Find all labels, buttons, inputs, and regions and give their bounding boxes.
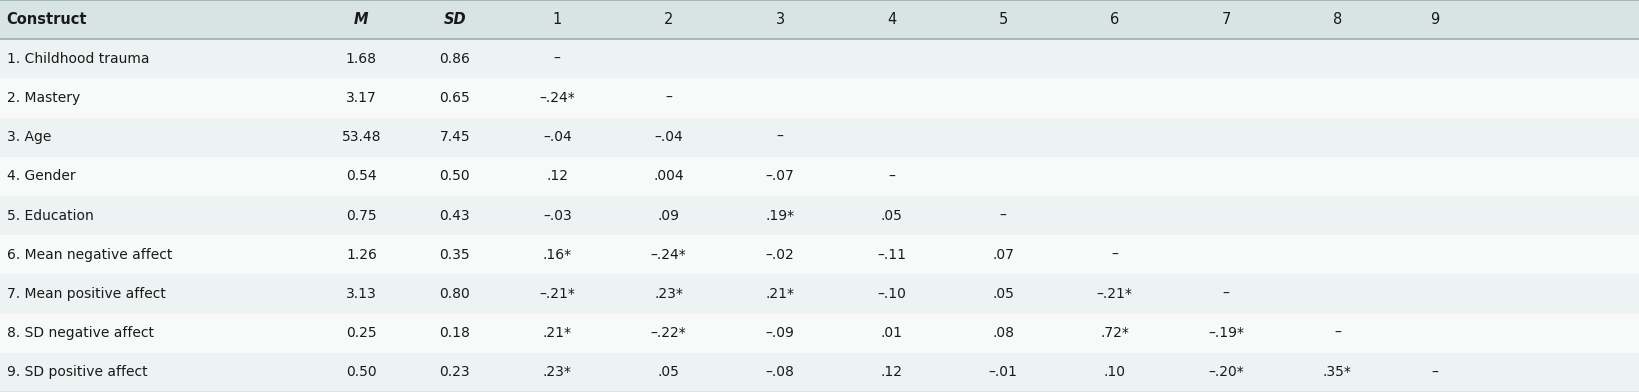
- Text: .05: .05: [657, 365, 680, 379]
- Text: 8: 8: [1333, 12, 1342, 27]
- Text: .08: .08: [992, 326, 1015, 340]
- Text: .004: .004: [654, 169, 683, 183]
- Text: 0.43: 0.43: [439, 209, 470, 223]
- Text: –: –: [1000, 209, 1006, 223]
- Text: 7. Mean positive affect: 7. Mean positive affect: [7, 287, 166, 301]
- Text: –.24*: –.24*: [651, 248, 687, 262]
- Bar: [0, 118, 1639, 157]
- Bar: [0, 196, 1639, 235]
- Text: –: –: [1111, 248, 1118, 262]
- Text: –.22*: –.22*: [651, 326, 687, 340]
- Text: –.03: –.03: [543, 209, 572, 223]
- Text: .05: .05: [992, 287, 1015, 301]
- Text: –.07: –.07: [765, 169, 795, 183]
- Text: .19*: .19*: [765, 209, 795, 223]
- Text: 0.65: 0.65: [439, 91, 470, 105]
- Text: Construct: Construct: [7, 12, 87, 27]
- Text: 9. SD positive affect: 9. SD positive affect: [7, 365, 148, 379]
- Bar: [0, 353, 1639, 392]
- Text: –.04: –.04: [543, 130, 572, 144]
- Text: 1: 1: [552, 12, 562, 27]
- Text: .05: .05: [880, 209, 903, 223]
- Text: .12: .12: [880, 365, 903, 379]
- Text: 3. Age: 3. Age: [7, 130, 51, 144]
- Text: –.21*: –.21*: [539, 287, 575, 301]
- Text: 2. Mastery: 2. Mastery: [7, 91, 80, 105]
- Text: SD: SD: [444, 12, 465, 27]
- Text: 0.50: 0.50: [346, 365, 377, 379]
- Bar: [0, 235, 1639, 274]
- Bar: [0, 274, 1639, 314]
- Text: 0.54: 0.54: [346, 169, 377, 183]
- Text: .10: .10: [1103, 365, 1126, 379]
- Text: 1. Childhood trauma: 1. Childhood trauma: [7, 52, 149, 66]
- Text: .23*: .23*: [654, 287, 683, 301]
- Text: –.01: –.01: [988, 365, 1018, 379]
- Text: –.20*: –.20*: [1208, 365, 1244, 379]
- Text: 4: 4: [887, 12, 897, 27]
- Text: 3.13: 3.13: [346, 287, 377, 301]
- Text: 3.17: 3.17: [346, 91, 377, 105]
- Text: 1.68: 1.68: [346, 52, 377, 66]
- Text: M: M: [354, 12, 369, 27]
- Text: 53.48: 53.48: [341, 130, 382, 144]
- Bar: [0, 39, 1639, 78]
- Text: 0.80: 0.80: [439, 287, 470, 301]
- Bar: [0, 314, 1639, 353]
- Text: 4. Gender: 4. Gender: [7, 169, 75, 183]
- Text: –.11: –.11: [877, 248, 906, 262]
- Text: 7.45: 7.45: [439, 130, 470, 144]
- Text: –: –: [1334, 326, 1341, 340]
- Text: 0.75: 0.75: [346, 209, 377, 223]
- Text: –.10: –.10: [877, 287, 906, 301]
- Text: .23*: .23*: [543, 365, 572, 379]
- Text: .12: .12: [546, 169, 569, 183]
- Text: 2: 2: [664, 12, 674, 27]
- Text: –: –: [1431, 365, 1439, 379]
- Text: –: –: [665, 91, 672, 105]
- Text: 0.50: 0.50: [439, 169, 470, 183]
- Text: –.09: –.09: [765, 326, 795, 340]
- Text: –: –: [554, 52, 561, 66]
- Text: 7: 7: [1221, 12, 1231, 27]
- Text: –: –: [888, 169, 895, 183]
- Text: –.19*: –.19*: [1208, 326, 1244, 340]
- Text: –.02: –.02: [765, 248, 795, 262]
- Text: 5: 5: [998, 12, 1008, 27]
- Text: .01: .01: [880, 326, 903, 340]
- Text: 5. Education: 5. Education: [7, 209, 93, 223]
- Bar: [0, 157, 1639, 196]
- Text: .16*: .16*: [543, 248, 572, 262]
- Bar: [0, 78, 1639, 118]
- Text: –.04: –.04: [654, 130, 683, 144]
- Text: .72*: .72*: [1100, 326, 1129, 340]
- Text: .09: .09: [657, 209, 680, 223]
- Text: –.24*: –.24*: [539, 91, 575, 105]
- Text: 0.23: 0.23: [439, 365, 470, 379]
- Text: 8. SD negative affect: 8. SD negative affect: [7, 326, 154, 340]
- Bar: [0, 0, 1639, 39]
- Text: 3: 3: [775, 12, 785, 27]
- Text: –: –: [777, 130, 783, 144]
- Text: .21*: .21*: [543, 326, 572, 340]
- Text: .21*: .21*: [765, 287, 795, 301]
- Text: 6. Mean negative affect: 6. Mean negative affect: [7, 248, 172, 262]
- Text: 0.18: 0.18: [439, 326, 470, 340]
- Text: 0.35: 0.35: [439, 248, 470, 262]
- Text: 0.86: 0.86: [439, 52, 470, 66]
- Text: .35*: .35*: [1323, 365, 1352, 379]
- Text: 6: 6: [1110, 12, 1119, 27]
- Text: 9: 9: [1431, 12, 1439, 27]
- Text: –: –: [1223, 287, 1229, 301]
- Text: .07: .07: [992, 248, 1015, 262]
- Text: –.08: –.08: [765, 365, 795, 379]
- Text: 1.26: 1.26: [346, 248, 377, 262]
- Text: 0.25: 0.25: [346, 326, 377, 340]
- Text: –.21*: –.21*: [1096, 287, 1133, 301]
